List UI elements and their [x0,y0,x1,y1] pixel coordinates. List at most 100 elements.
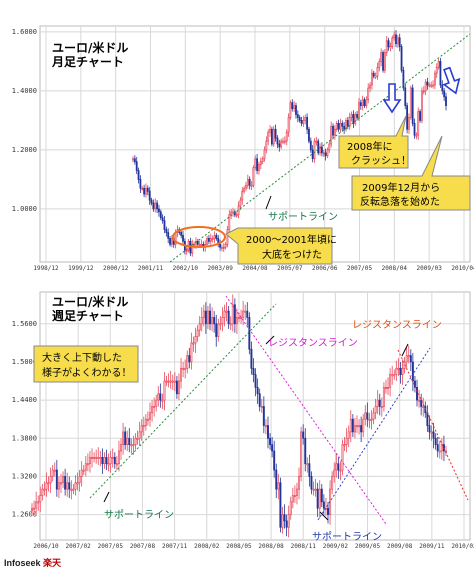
candle-down [68,482,71,490]
candle-down [298,117,301,121]
candle-up [258,164,260,171]
candle-up [422,90,425,93]
candle-down [419,111,421,121]
candle-down [296,114,299,118]
candle-down [128,437,131,445]
candle-up [74,482,77,490]
candle-down [382,52,384,71]
candle-up [322,152,325,155]
candle-down [351,418,354,433]
candle-up [302,120,305,124]
candle-down [434,437,437,445]
candle-down [432,431,435,439]
candle-up [341,444,344,471]
candle-up [217,323,220,337]
logo-brand-text: Infoseek [4,558,41,568]
x-tick-label: 2007/08 [130,543,156,550]
candle-up [384,387,387,389]
candle-up [376,66,379,77]
candle-up [182,367,185,370]
candle-up [228,214,231,230]
weekly-support-pointer-2 [319,511,329,521]
candle-up [391,374,394,377]
x-tick-label: 2006/10 [33,543,59,550]
monthly-candles [132,30,447,257]
candle-up [185,249,188,252]
candle-up [343,444,346,447]
x-tick-label: 2002/10 [173,265,199,272]
candle-down [366,412,369,420]
candle-up [155,399,158,407]
candle-down [248,179,251,186]
candle-up [293,105,296,109]
candle-up [362,418,365,433]
candle-up [293,495,296,498]
weekly-x-axis: 2006/10 2007/02 2007/05 2007/08 2007/11 2008/… [33,543,474,550]
candle-up [47,482,50,485]
candle-up [229,323,232,326]
candle-up [60,482,62,485]
candle-down [159,393,162,401]
candle-up [122,431,125,445]
candle-up [91,456,94,459]
candle-up [33,507,36,510]
candle-up [387,387,390,389]
candle-down [372,72,375,77]
candle-up [151,406,154,414]
candle-up [35,501,38,509]
candle-down [208,238,210,242]
candle-up [385,40,388,53]
candle-up [192,342,195,345]
candle-up [280,140,283,148]
y-tick-label: 1.6000 [12,28,37,36]
x-tick-label: 2007/05 [347,265,373,272]
candle-up [45,482,48,490]
monthly-note-2008-line2: クラッシュ！ [351,155,411,167]
x-tick-label: 2009/08 [387,543,413,550]
candle-up [407,355,410,358]
candle-up [165,380,168,383]
candle-up [349,418,352,433]
candle-down [196,241,199,245]
candle-up [335,122,338,130]
candle-up [433,72,436,86]
candle-down [269,437,272,445]
monthly-bottom-circle [172,226,226,248]
candle-up [240,317,243,319]
candle-down [256,158,258,171]
candle-up [389,374,392,388]
candle-up [149,412,151,420]
candle-down [233,304,236,325]
candle-up [395,367,398,376]
candle-down [143,187,146,195]
weekly-resistance-line-2 [397,349,469,501]
y-tick-label: 1.5600 [12,320,37,328]
y-tick-label: 1.2600 [12,511,37,519]
candle-down [274,128,277,139]
x-tick-label: 2008/05 [226,543,252,550]
candle-up [382,387,385,407]
candle-up [144,418,147,426]
candle-up [282,140,284,143]
candle-up [393,34,396,39]
x-tick-label: 2010/02 [451,543,474,550]
y-tick-label: 1.4400 [12,396,37,404]
weekly-support-label-1: サポートライン [104,509,174,521]
candle-up [180,367,183,382]
candle-up [331,476,334,490]
candle-up [117,450,120,465]
candle-up [232,211,234,214]
candle-up [281,514,284,528]
candle-up [267,131,270,142]
candle-up [333,469,336,477]
weekly-resistance-label-1: レジスタンスライン [268,337,358,349]
candle-up [265,140,268,151]
candle-down [101,456,104,465]
candle-up [367,87,370,101]
candle-up [396,37,399,45]
candle-up [153,406,156,409]
candle-up [115,463,118,466]
weekly-candles [31,294,447,538]
candle-up [78,476,81,484]
candle-down [310,476,313,490]
